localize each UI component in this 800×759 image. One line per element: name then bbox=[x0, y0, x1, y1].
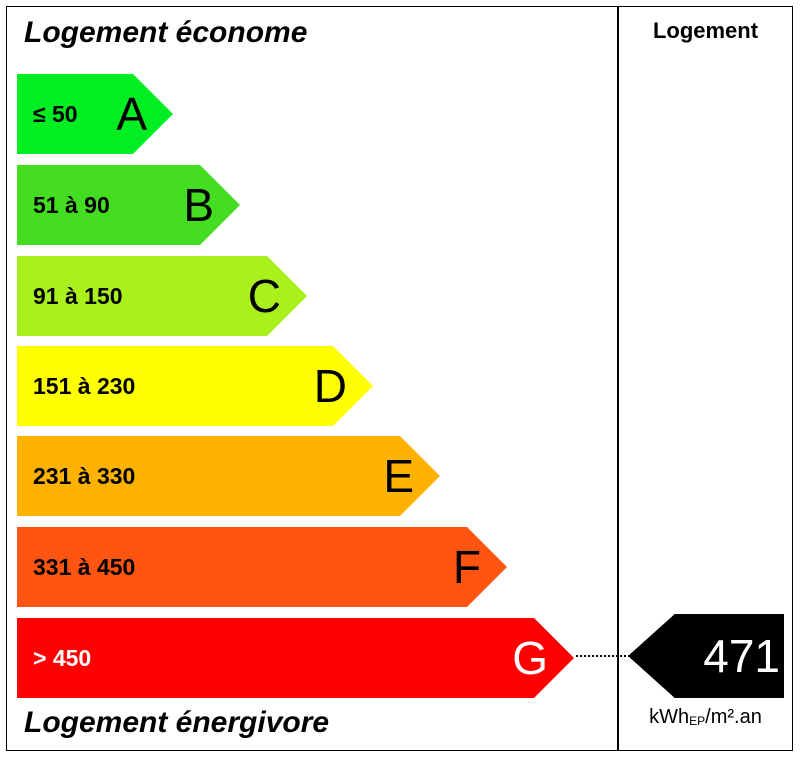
result-value: 471 bbox=[703, 630, 780, 682]
result-leader-line bbox=[576, 655, 630, 657]
label-frame bbox=[6, 6, 793, 751]
rating-range-e: 231 à 330 bbox=[33, 463, 136, 489]
rating-band-e: 231 à 330 E bbox=[17, 436, 440, 516]
rating-letter-f: F bbox=[452, 541, 481, 593]
rating-range-b: 51 à 90 bbox=[33, 192, 110, 218]
result-unit-main: kWh bbox=[649, 706, 690, 728]
rating-range-f: 331 à 450 bbox=[33, 554, 136, 580]
rating-range-d: 151 à 230 bbox=[33, 373, 136, 399]
column-divider bbox=[617, 6, 619, 751]
rating-band-d: 151 à 230 D bbox=[17, 346, 373, 426]
rating-band-b: 51 à 90 B bbox=[17, 165, 240, 245]
result-unit-sub: EP bbox=[689, 714, 706, 728]
rating-letter-g: G bbox=[512, 632, 548, 684]
footer-title-energivore: Logement énergivore bbox=[24, 706, 330, 739]
rating-letter-b: B bbox=[183, 179, 214, 231]
header-title-econome: Logement économe bbox=[24, 16, 308, 49]
rating-range-a: ≤ 50 bbox=[33, 101, 78, 127]
rating-letter-d: D bbox=[313, 360, 347, 412]
result-unit-rest: /m².an bbox=[705, 706, 762, 728]
header-title-logement: Logement bbox=[652, 18, 759, 43]
result-unit: kWhEP/m².an bbox=[618, 706, 793, 729]
rating-band-c: 91 à 150 C bbox=[17, 256, 307, 336]
rating-letter-c: C bbox=[247, 270, 281, 322]
rating-letter-e: E bbox=[383, 450, 414, 502]
rating-band-g: > 450 G bbox=[17, 618, 574, 698]
rating-range-g: > 450 bbox=[33, 645, 92, 671]
rating-band-f: 331 à 450 F bbox=[17, 527, 507, 607]
rating-letter-a: A bbox=[116, 88, 147, 140]
rating-range-c: 91 à 150 bbox=[33, 283, 123, 309]
